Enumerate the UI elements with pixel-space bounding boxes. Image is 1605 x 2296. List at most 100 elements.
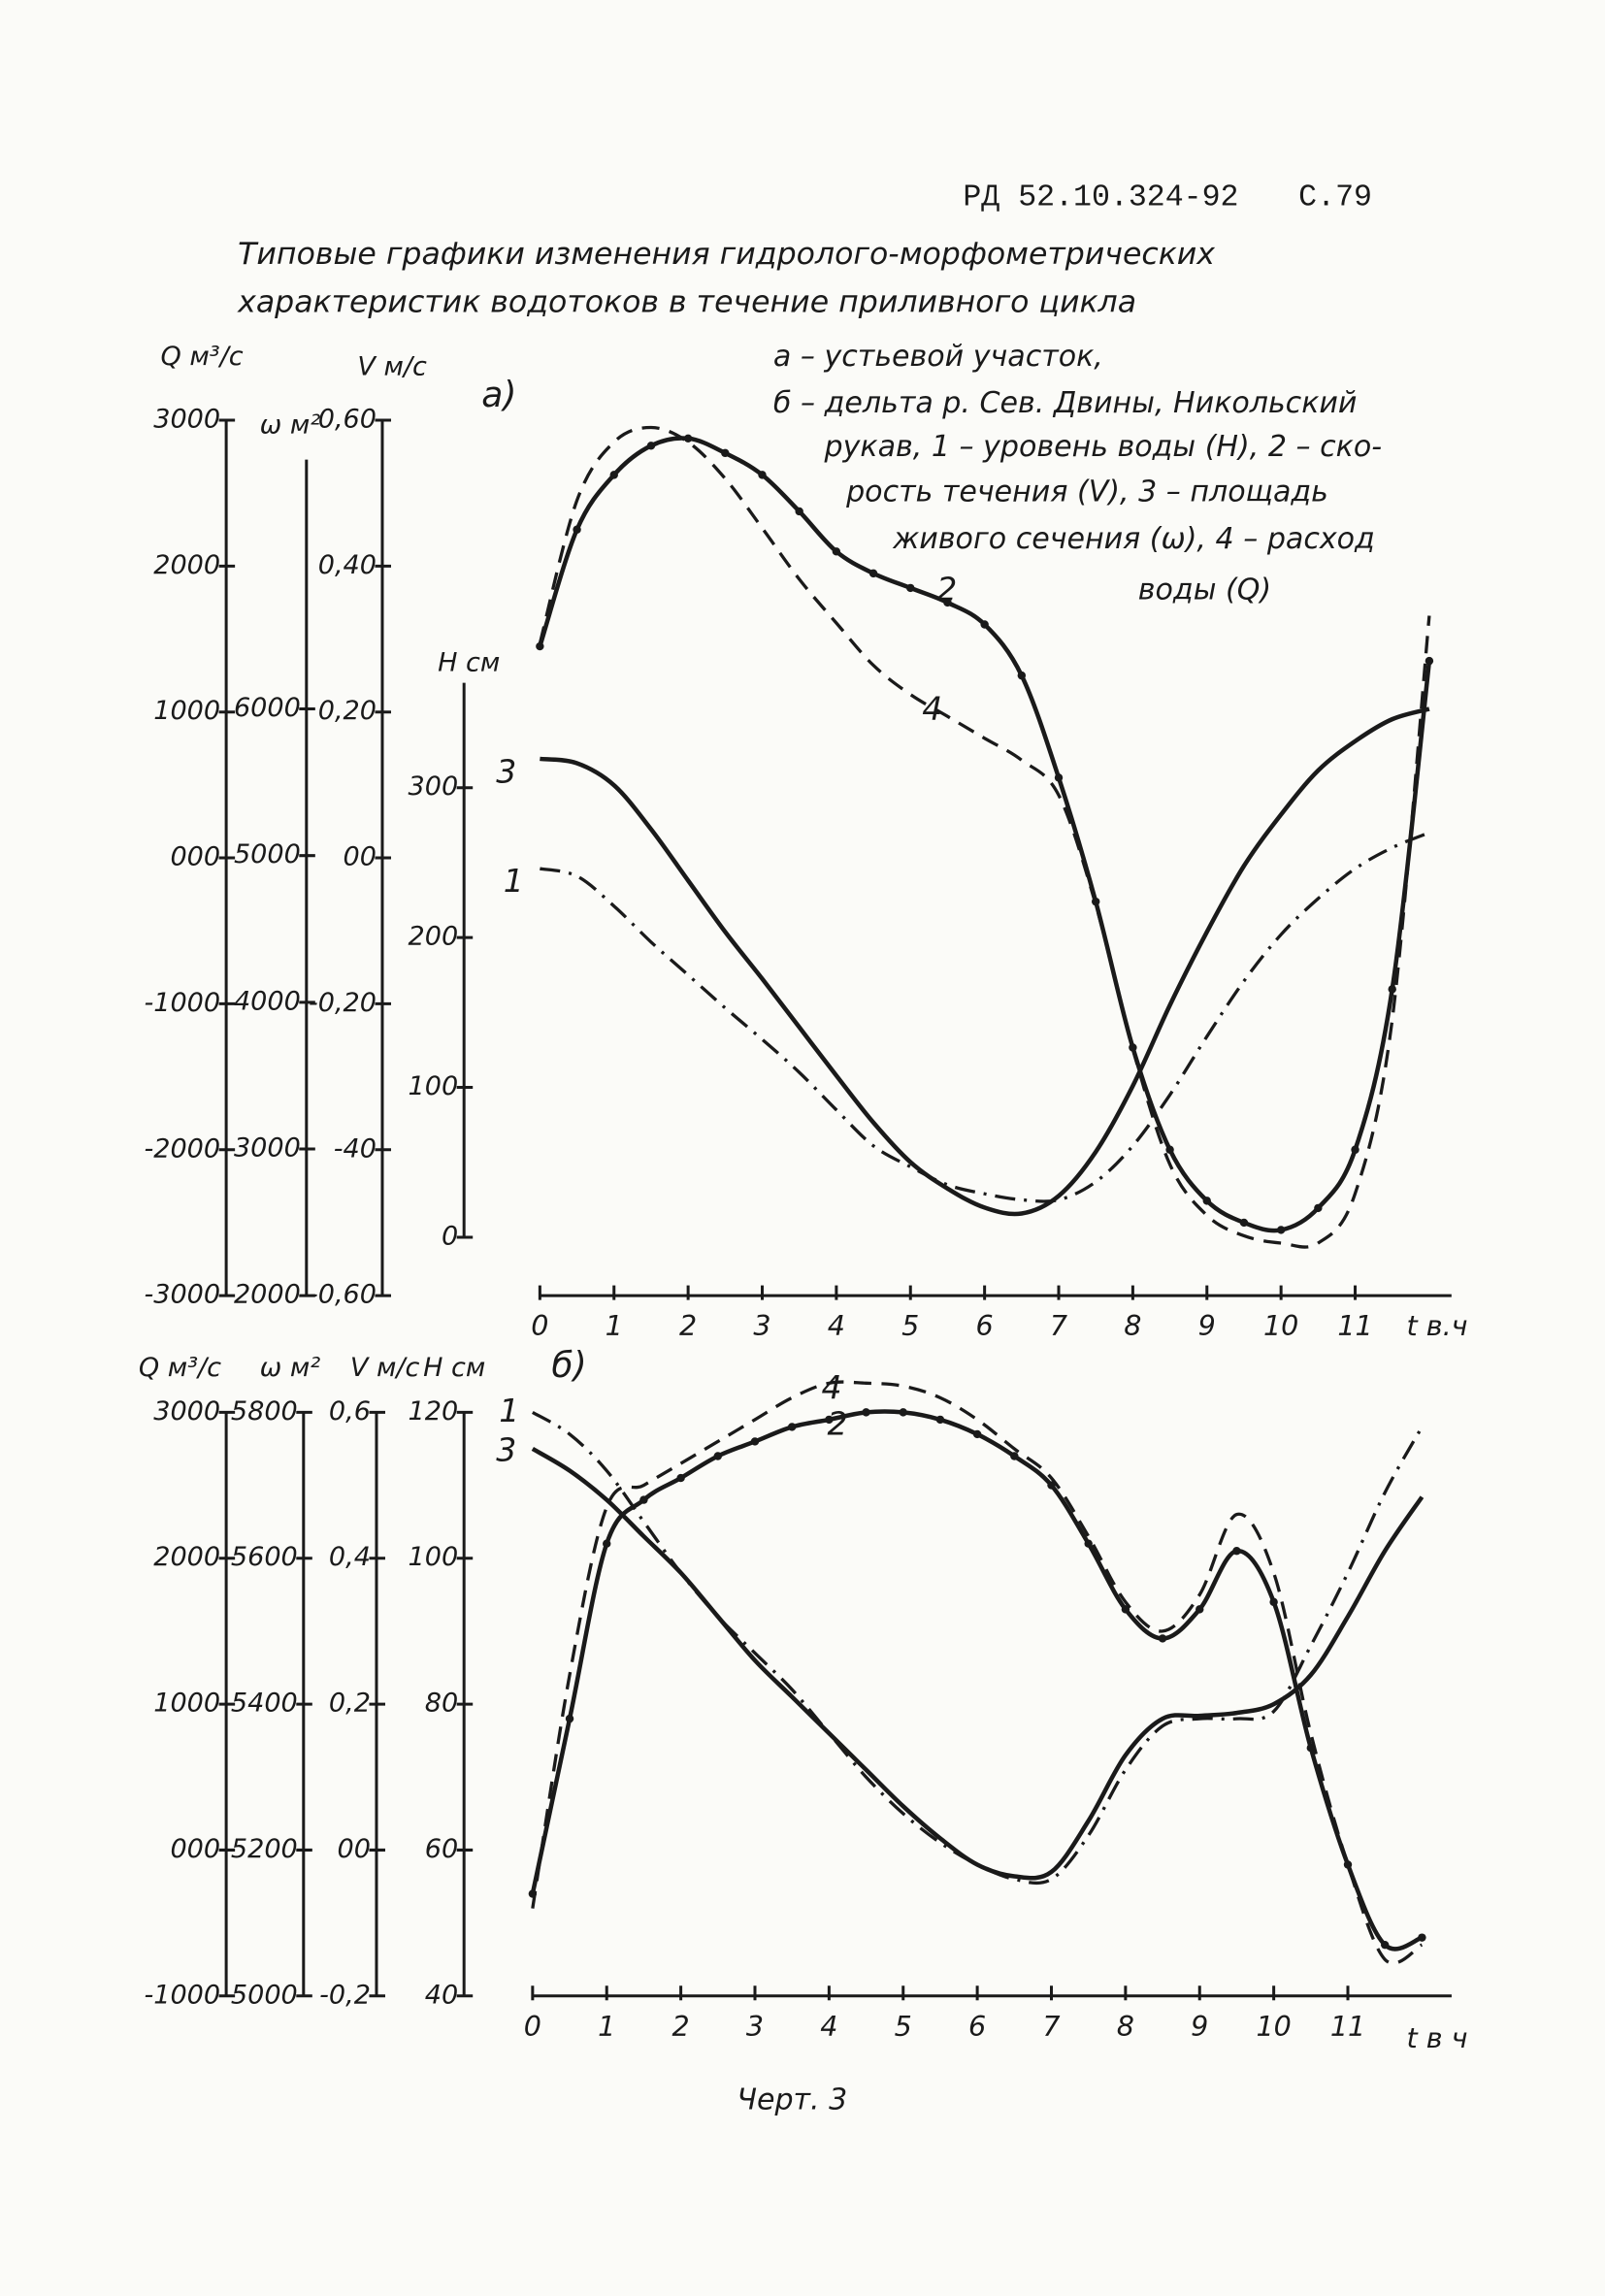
x-tick-label: 8: [1117, 2010, 1134, 2043]
y-tick-label: 5400: [231, 1689, 298, 1719]
y-tick-label: 1000: [153, 696, 220, 726]
doc-ref: РД 52.10.324-92: [963, 180, 1238, 214]
y-tick-label: 0,20: [318, 696, 377, 726]
x-tick-label: 0: [531, 1309, 548, 1342]
series-point: [1165, 1145, 1174, 1154]
figure-caption: Черт. 3: [737, 2083, 847, 2117]
series-point: [935, 1415, 945, 1425]
y-tick-label: 000: [170, 842, 220, 872]
series-point: [536, 641, 544, 651]
legend-note-line: б – дельта р. Сев. Двины, Никольский: [773, 386, 1358, 420]
y-tick-label: 5800: [231, 1396, 298, 1427]
y-tick-label: 40: [425, 1980, 458, 2010]
y-tick-label: -3000: [145, 1280, 221, 1310]
y-tick-label: 3000: [234, 1132, 301, 1163]
y-tick-label: -2000: [145, 1133, 221, 1164]
series-point: [609, 471, 618, 479]
panel-label: б): [551, 1345, 586, 1386]
series-line: [530, 1409, 1424, 1952]
x-tick-label: 10: [1256, 2010, 1291, 2043]
series-point: [565, 1714, 574, 1723]
series-label: 3: [496, 752, 516, 790]
y-tick-label: 00: [338, 1834, 371, 1864]
y-tick-label: 000: [170, 1834, 220, 1864]
title-line: Типовые графики изменения гидролого-морф…: [238, 237, 1215, 272]
y-tick-label: -0,2: [319, 1980, 371, 2010]
y-axis-label: V м/с: [350, 1353, 420, 1383]
y-tick-label: 5600: [231, 1542, 298, 1572]
legend-note-line: воды (Q): [1138, 573, 1271, 607]
series-point: [980, 620, 989, 629]
y-tick-label: 2000: [153, 1542, 220, 1572]
series-point: [1343, 1860, 1353, 1869]
y-tick-label: 100: [409, 1542, 459, 1572]
series-point: [639, 1495, 648, 1504]
x-tick-label: 7: [1042, 2010, 1060, 2043]
y-tick-label: -0,60: [309, 1280, 377, 1310]
series-point: [862, 1408, 870, 1417]
x-tick-label: 3: [746, 2010, 764, 2043]
y-tick-label: 2000: [153, 550, 220, 580]
page-number: С.79: [1298, 180, 1372, 214]
series-point: [1054, 773, 1064, 782]
y-tick-label: 80: [425, 1689, 458, 1719]
series-point: [1351, 1145, 1359, 1154]
x-tick-label: 1: [598, 2010, 615, 2043]
series-point: [943, 598, 952, 607]
y-tick-label: 2000: [234, 1280, 301, 1310]
series-label: 4: [822, 1368, 842, 1406]
x-tick-label: 6: [976, 1309, 994, 1342]
x-tick-label: 11: [1330, 2010, 1365, 2043]
series-label: 1: [504, 862, 524, 900]
y-axis-label: V м/с: [357, 351, 427, 381]
y-tick-label: 5000: [234, 839, 301, 869]
x-tick-label: 5: [901, 1309, 919, 1342]
y-axis-label: H см: [438, 648, 500, 678]
y-tick-label: 0,4: [329, 1542, 371, 1572]
series-point: [1121, 1605, 1130, 1614]
series-point: [676, 1473, 685, 1483]
legend-note-line: рукав, 1 – уровень воды (Н), 2 – ско-: [824, 430, 1383, 464]
y-tick-label: -1000: [145, 988, 221, 1018]
y-tick-label: 00: [344, 842, 377, 872]
series-point: [1017, 671, 1027, 680]
panel-label: а): [481, 375, 516, 415]
series-point: [758, 471, 767, 479]
x-tick-label: 3: [753, 1309, 770, 1342]
legend-note-line: а – устьевой участок,: [773, 340, 1103, 374]
y-axis-label: Q м³/с: [139, 1353, 221, 1383]
series-line: [531, 1447, 1425, 1881]
y-tick-label: 100: [409, 1071, 459, 1101]
series-point: [1196, 1605, 1204, 1614]
y-tick-label: 200: [409, 922, 459, 952]
series-point: [1418, 1933, 1426, 1942]
legend-note-line: живого сечения (ω), 4 – расход: [892, 522, 1375, 556]
series-point: [1314, 1203, 1323, 1213]
y-tick-label: -1000: [145, 1980, 221, 2010]
y-tick-label: -0,20: [309, 988, 377, 1018]
x-tick-label: 7: [1050, 1309, 1067, 1342]
series-point: [721, 448, 730, 458]
x-axis-label: t в.ч: [1406, 1309, 1467, 1342]
series-label: 2: [828, 1404, 848, 1442]
x-tick-label: 9: [1191, 2010, 1208, 2043]
y-axis-label: ω м²: [260, 1353, 321, 1383]
y-tick-label: -40: [334, 1133, 377, 1164]
y-axis-label: ω м²: [260, 410, 321, 441]
series-point: [750, 1437, 760, 1446]
series-point: [868, 569, 878, 578]
y-tick-label: 4000: [234, 986, 301, 1016]
series-point: [1010, 1452, 1019, 1460]
x-tick-label: 9: [1198, 1309, 1216, 1342]
series-point: [1380, 1940, 1390, 1950]
y-tick-label: 6000: [234, 693, 301, 723]
y-tick-label: 5200: [231, 1834, 298, 1864]
x-tick-label: 4: [828, 1309, 845, 1342]
legend-note-line: рость течения (V), 3 – площадь: [845, 476, 1328, 509]
y-tick-label: 0,60: [318, 405, 377, 435]
series-point: [603, 1539, 611, 1548]
x-tick-label: 2: [679, 1309, 697, 1342]
series-point: [1425, 656, 1434, 666]
y-axis-label: H см: [423, 1353, 485, 1383]
